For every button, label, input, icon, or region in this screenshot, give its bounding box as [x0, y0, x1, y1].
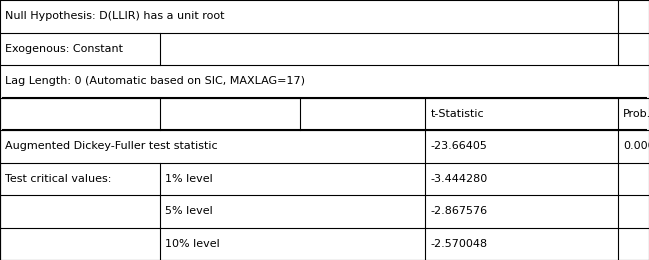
- Text: 1% level: 1% level: [165, 174, 213, 184]
- Text: -3.444280: -3.444280: [430, 174, 487, 184]
- Text: t-Statistic: t-Statistic: [430, 109, 484, 119]
- Text: Lag Length: 0 (Automatic based on SIC, MAXLAG=17): Lag Length: 0 (Automatic based on SIC, M…: [5, 76, 305, 86]
- Text: -2.867576: -2.867576: [430, 206, 487, 216]
- Text: Augmented Dickey-Fuller test statistic: Augmented Dickey-Fuller test statistic: [5, 141, 218, 151]
- Text: 10% level: 10% level: [165, 239, 219, 249]
- Text: 5% level: 5% level: [165, 206, 213, 216]
- Text: Test critical values:: Test critical values:: [5, 174, 112, 184]
- Text: -2.570048: -2.570048: [430, 239, 487, 249]
- Text: -23.66405: -23.66405: [430, 141, 487, 151]
- Text: Exogenous: Constant: Exogenous: Constant: [5, 44, 123, 54]
- Text: Prob.*: Prob.*: [623, 109, 649, 119]
- Text: 0.0000: 0.0000: [623, 141, 649, 151]
- Text: Null Hypothesis: D(LLIR) has a unit root: Null Hypothesis: D(LLIR) has a unit root: [5, 11, 225, 21]
